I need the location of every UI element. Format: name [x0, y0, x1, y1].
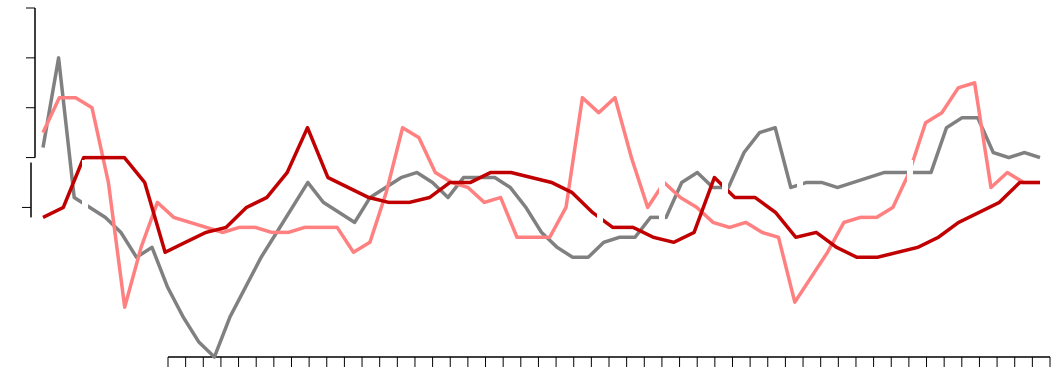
- series-layer: [41, 56, 1041, 359]
- series-line-3: [42, 125, 1040, 260]
- chart-axes: [22, 7, 1051, 367]
- gap-layer: [82, 160, 913, 222]
- x-axis-ticks: [167, 357, 1051, 367]
- series-line-1: [41, 56, 1041, 359]
- y-axis-ticks: [22, 7, 35, 208]
- series-line-2: [41, 81, 1040, 309]
